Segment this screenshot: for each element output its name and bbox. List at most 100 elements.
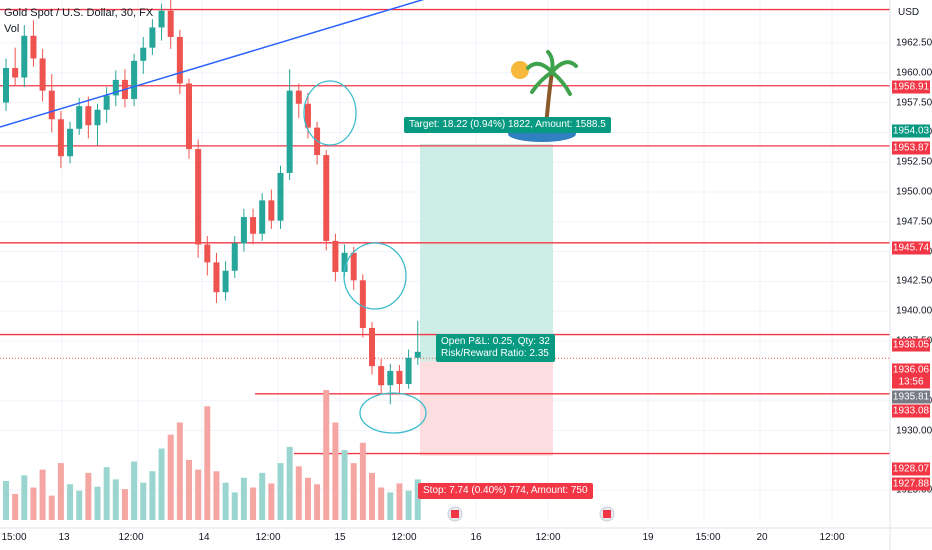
time-axis-label: 12:00 xyxy=(255,532,281,543)
candle-body xyxy=(387,370,394,386)
time-axis-label: 12:00 xyxy=(391,532,417,543)
volume-bar xyxy=(186,459,192,520)
volume-bar xyxy=(405,490,412,520)
price-tag-level[interactable]: 1933.08 xyxy=(892,404,930,418)
volume-bar xyxy=(140,482,147,520)
palm-leaves-icon xyxy=(526,50,578,96)
price-tag-level[interactable]: 1958.91 xyxy=(892,80,930,94)
candle-body xyxy=(414,351,421,358)
volume-bar xyxy=(222,482,229,520)
time-axis-label: 13 xyxy=(58,532,70,543)
volume-bar xyxy=(103,467,110,520)
candle-body xyxy=(167,10,174,37)
candle-body xyxy=(67,128,74,157)
volume-bar xyxy=(76,490,83,520)
price-axis-label: 1952.50 xyxy=(896,156,932,168)
price-tag-level[interactable]: 1938.05 xyxy=(892,338,930,352)
volume-bar xyxy=(240,477,247,520)
symbol-title[interactable]: Gold Spot / U.S. Dollar, 30, FX xyxy=(4,7,154,19)
candle-body xyxy=(396,370,403,385)
candle-body xyxy=(39,58,46,91)
candle-body xyxy=(341,252,348,272)
volume-bar xyxy=(323,390,330,520)
volume-bar xyxy=(12,494,19,520)
volume-bar xyxy=(112,479,119,520)
volume-bar xyxy=(3,481,9,520)
time-axis-label: 12:00 xyxy=(535,532,561,543)
volume-bar xyxy=(48,495,55,520)
price-axis-label: 1950.00 xyxy=(896,186,932,198)
volume-bar xyxy=(304,477,311,520)
candle-body xyxy=(350,252,357,281)
open-pnl-text: Open P&L: 0.25, Qty: 32 xyxy=(441,336,550,347)
time-axis-label: 12:00 xyxy=(819,532,845,543)
volume-indicator-label[interactable]: Vol xyxy=(4,23,20,35)
volume-bar xyxy=(350,463,357,520)
candle-body xyxy=(378,366,385,386)
volume-bar xyxy=(195,469,202,520)
price-tag-target[interactable]: 1954.03 xyxy=(892,124,930,138)
volume-bar xyxy=(286,446,293,520)
volume-bar xyxy=(131,461,138,520)
candle-body xyxy=(304,103,311,128)
volume-bar xyxy=(387,492,394,520)
stop-zone xyxy=(420,361,553,456)
price-axis-label: 1962.50 xyxy=(896,37,932,49)
volume-bar xyxy=(314,484,321,520)
sun-icon xyxy=(511,61,529,79)
candle-body xyxy=(21,35,28,78)
price-tag-last[interactable]: 1936.06 xyxy=(892,363,930,377)
candle-body xyxy=(286,90,293,173)
volume-bar xyxy=(359,442,366,520)
volume-bar xyxy=(341,450,348,520)
time-axis-label: 12:00 xyxy=(118,532,144,543)
target-label[interactable]: Target: 18.22 (0.94%) 1822, Amount: 1588… xyxy=(404,117,611,133)
price-tag-stop[interactable]: 1927.88 xyxy=(892,477,930,491)
volume-bar xyxy=(94,486,101,520)
candle-body xyxy=(186,83,192,150)
currency-label[interactable]: USD xyxy=(898,7,920,18)
price-axis-label: 1942.50 xyxy=(896,275,932,287)
volume-bar xyxy=(213,471,220,520)
volume-bar xyxy=(277,463,284,520)
price-tag-level[interactable]: 1928.07 xyxy=(892,462,930,476)
price-axis-label: 1960.00 xyxy=(896,67,932,79)
annotation-ellipse xyxy=(343,242,407,310)
price-tag-level[interactable]: 1945.74 xyxy=(892,241,930,255)
volume-bar xyxy=(231,492,238,520)
candle-body xyxy=(213,262,220,293)
candle-body xyxy=(222,270,229,293)
trendline xyxy=(0,0,425,128)
volume-bar xyxy=(121,489,128,520)
volume-bar xyxy=(167,434,174,520)
candle-body xyxy=(85,106,92,126)
volume-bar xyxy=(57,463,64,520)
risk-reward-text: Risk/Reward Ratio: 2.35 xyxy=(441,348,549,359)
price-tag-level[interactable]: 1953.87 xyxy=(892,141,930,155)
volume-bar xyxy=(414,479,421,520)
price-axis-label: 1957.50 xyxy=(896,97,932,109)
volume-bar xyxy=(250,487,257,520)
stop-label[interactable]: Stop: 7.74 (0.40%) 774, Amount: 750 xyxy=(418,483,593,499)
volume-bar xyxy=(176,422,183,520)
time-axis-label: 16 xyxy=(470,532,482,543)
pnl-label[interactable]: Open P&L: 0.25, Qty: 32 Risk/Reward Rati… xyxy=(436,334,555,362)
price-tag-countdown[interactable]: 13:56 xyxy=(892,375,930,389)
event-flag-icon xyxy=(451,510,459,518)
volume-bar xyxy=(149,471,156,520)
volume-bar xyxy=(259,472,266,520)
candle-body xyxy=(250,217,257,234)
candle-body xyxy=(277,172,284,221)
price-tag-entry[interactable]: 1935.81 xyxy=(892,390,930,404)
candle-body xyxy=(240,217,247,244)
candle-body xyxy=(3,67,9,103)
volume-bar xyxy=(204,406,211,520)
price-axis-label: 1940.00 xyxy=(896,305,932,317)
candle-body xyxy=(231,243,238,271)
candle-body xyxy=(112,79,119,96)
volume-bar xyxy=(369,472,375,520)
candle-body xyxy=(195,149,202,245)
candle-body xyxy=(57,119,64,157)
candle-body xyxy=(140,47,147,61)
